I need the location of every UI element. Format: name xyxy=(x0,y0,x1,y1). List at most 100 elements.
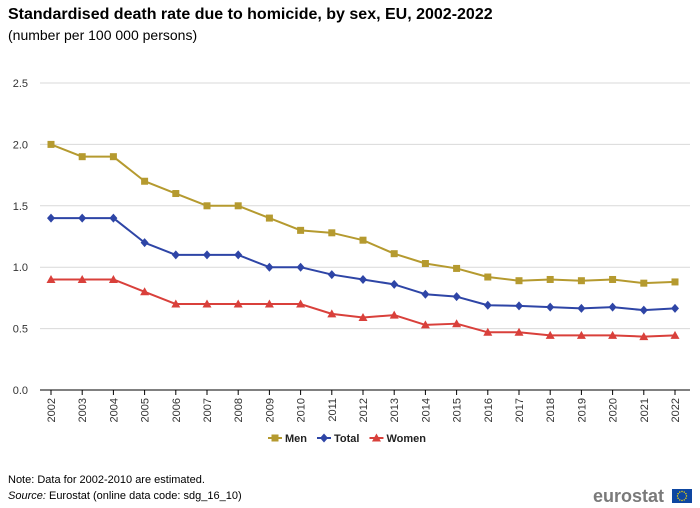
data-point-total xyxy=(296,262,305,272)
data-point-men xyxy=(546,275,554,283)
x-tick-label: 2005 xyxy=(140,398,152,422)
eu-star xyxy=(679,499,681,501)
eu-star xyxy=(677,493,679,495)
data-point-women xyxy=(483,327,493,336)
x-tick-label: 2002 xyxy=(46,398,58,422)
legend-item-total: Total xyxy=(317,433,359,445)
data-point-men xyxy=(453,264,461,272)
data-point-total xyxy=(140,238,149,248)
x-tick-label: 2003 xyxy=(77,398,89,422)
data-point-women xyxy=(576,330,586,339)
x-tick-label: 2013 xyxy=(389,398,401,422)
eu-star xyxy=(683,491,685,493)
data-point-men xyxy=(577,277,585,285)
eu-star xyxy=(681,499,683,502)
data-point-total xyxy=(109,213,118,223)
chart-subtitle: (number per 100 000 persons) xyxy=(8,27,198,43)
source-label: Source: xyxy=(8,490,46,502)
data-point-men xyxy=(234,202,242,210)
data-point-women xyxy=(545,330,555,339)
data-point-total xyxy=(546,302,555,312)
data-point-total xyxy=(359,274,367,284)
eu-stars-icon xyxy=(676,490,688,502)
data-point-men xyxy=(484,273,492,281)
x-tick-label: 2016 xyxy=(483,398,495,422)
data-point-women xyxy=(389,310,399,319)
legend-marker xyxy=(371,433,381,442)
data-point-women xyxy=(233,299,243,308)
axes: 0.0 0.5 1.0 1.5 2.0 2.5 2002 2003 2004 2005 2006 20… xyxy=(13,78,690,422)
x-tick-label: 2011 xyxy=(327,398,339,422)
data-point-men xyxy=(47,140,55,148)
y-tick-label: 2.0 xyxy=(13,139,28,151)
data-point-women xyxy=(296,299,306,308)
data-point-total xyxy=(577,303,586,313)
data-point-total xyxy=(421,289,430,299)
data-point-total xyxy=(671,303,679,313)
data-point-women xyxy=(452,319,462,328)
data-point-men xyxy=(203,202,211,210)
x-tick-label: 2010 xyxy=(296,398,308,422)
data-point-total xyxy=(608,302,617,312)
source-line: Source: Eurostat (online data code: sdg_… xyxy=(8,490,242,502)
x-tick-label: 2022 xyxy=(670,398,682,422)
data-point-women xyxy=(358,313,368,322)
x-tick-label: 2012 xyxy=(358,398,370,422)
data-point-women xyxy=(608,330,618,339)
source-text: Eurostat (online data code: sdg_16_10) xyxy=(45,490,242,502)
data-point-men xyxy=(359,236,367,244)
data-point-men xyxy=(78,153,86,161)
footnote: Note: Data for 2002-2010 are estimated. xyxy=(8,474,205,486)
x-tick-label: 2007 xyxy=(202,398,214,422)
series-lines xyxy=(46,140,680,341)
data-point-men xyxy=(671,278,679,286)
x-tick-label: 2014 xyxy=(420,398,432,422)
x-tick-label: 2009 xyxy=(264,398,276,422)
eurostat-wordmark: eurostat xyxy=(593,486,664,506)
x-tick-label: 2020 xyxy=(608,398,620,422)
data-point-men xyxy=(172,190,180,198)
x-tick-label: 2004 xyxy=(108,398,120,422)
data-point-total xyxy=(452,292,461,302)
data-point-men xyxy=(265,214,273,222)
data-point-women xyxy=(420,320,430,329)
eu-flag-icon xyxy=(672,489,692,503)
data-point-total xyxy=(639,305,648,315)
series-line-total xyxy=(51,217,676,312)
series-line-men xyxy=(50,143,676,285)
y-tick-label: 2.5 xyxy=(13,78,28,90)
legend-label: Women xyxy=(386,433,426,445)
legend-item-women: Women xyxy=(369,433,426,445)
data-point-women xyxy=(202,299,212,308)
data-point-total xyxy=(265,262,274,272)
eu-star xyxy=(685,495,688,497)
data-point-women xyxy=(670,330,680,339)
data-point-total xyxy=(483,300,492,310)
eu-star xyxy=(677,497,679,499)
x-tick-label: 2019 xyxy=(576,398,588,422)
y-tick-label: 0.5 xyxy=(13,324,28,336)
legend-marker xyxy=(320,433,328,443)
data-point-men xyxy=(141,177,149,185)
legend-item-men: Men xyxy=(268,433,307,445)
legend-label: Total xyxy=(334,433,359,445)
data-point-women xyxy=(327,309,337,318)
data-point-total xyxy=(515,301,523,311)
legend-marker xyxy=(271,434,279,442)
data-point-men xyxy=(297,226,305,234)
data-point-men xyxy=(390,250,398,258)
data-point-total xyxy=(327,270,336,280)
data-point-men xyxy=(421,260,429,268)
eu-star xyxy=(683,499,685,501)
data-point-women xyxy=(140,287,150,296)
data-point-men xyxy=(515,277,523,285)
y-tick-label: 1.5 xyxy=(13,201,28,213)
data-point-women xyxy=(639,332,649,341)
data-point-men xyxy=(609,275,617,283)
data-point-women xyxy=(77,274,87,283)
x-tick-label: 2006 xyxy=(171,398,183,422)
eurostat-logo: eurostat xyxy=(593,486,692,506)
data-point-women xyxy=(264,299,274,308)
y-tick-label: 1.0 xyxy=(13,262,28,274)
data-point-total xyxy=(203,250,211,260)
